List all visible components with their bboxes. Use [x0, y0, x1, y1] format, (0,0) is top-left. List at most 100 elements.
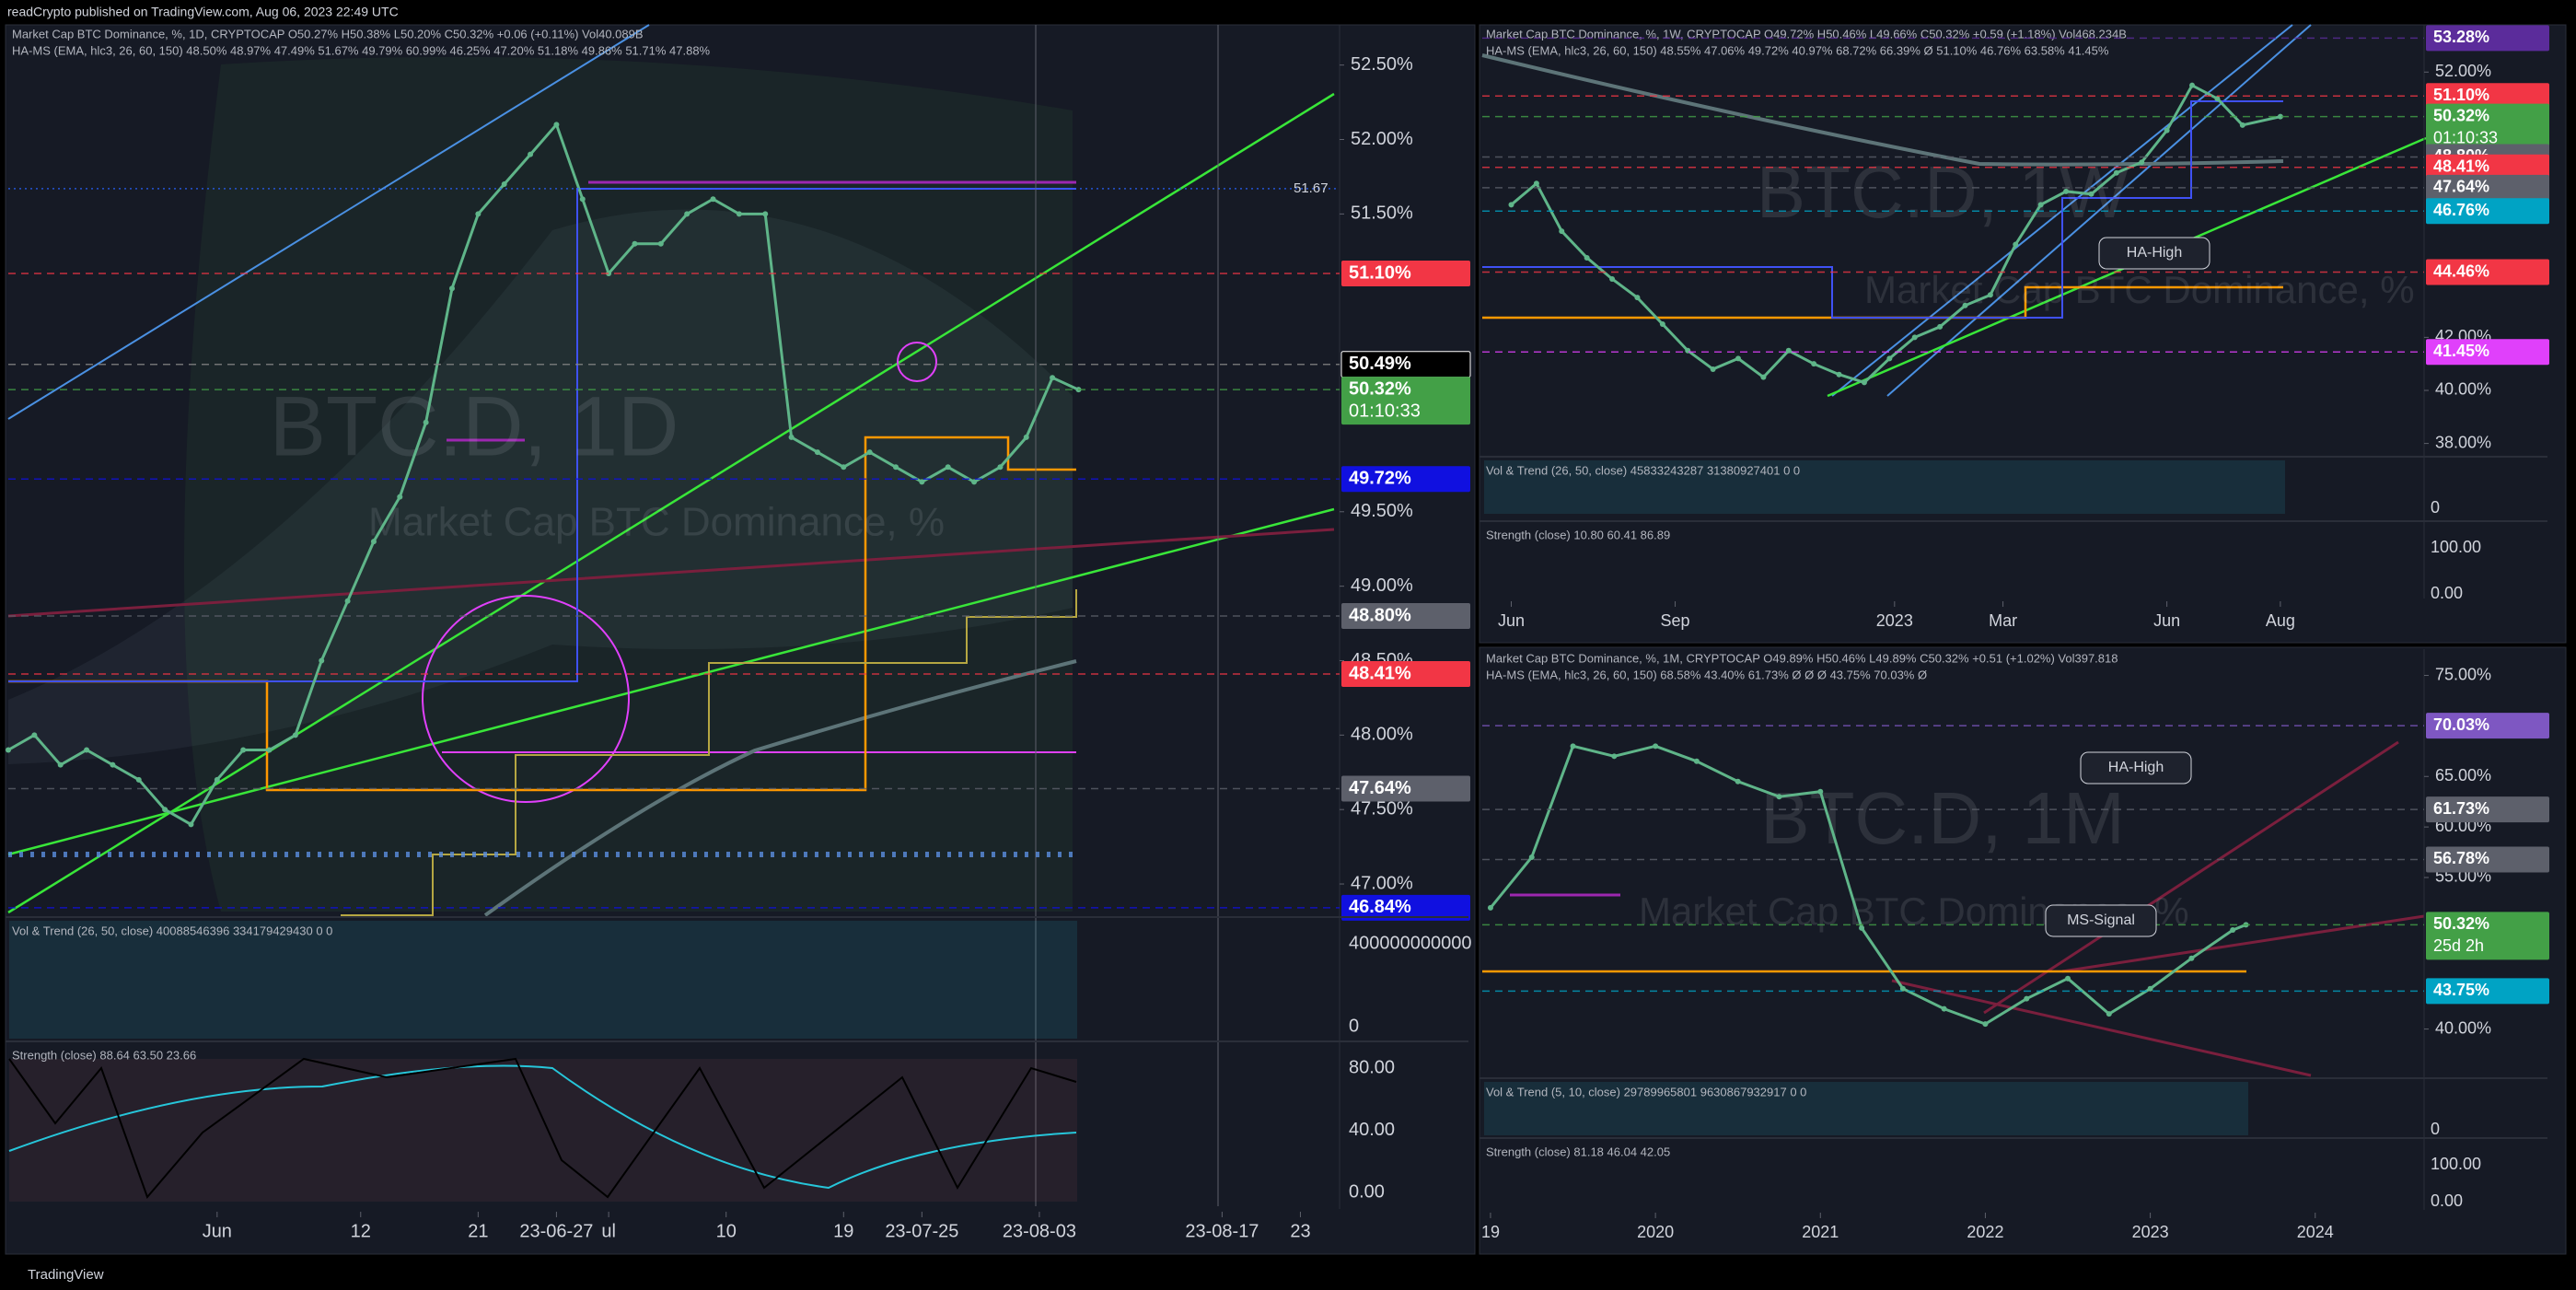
price-point: [188, 821, 194, 828]
pane-tick-label: 0.00: [2431, 1191, 2463, 1210]
pane-tick-label: 0: [1349, 1016, 1359, 1036]
price-point: [1570, 743, 1576, 750]
price-point: [1611, 753, 1618, 760]
price-point: [1609, 275, 1616, 282]
vol-bg: [1484, 1082, 2248, 1135]
y-tick-label: 52.50%: [1351, 54, 1413, 75]
price-point: [1659, 320, 1665, 327]
price-point: [423, 419, 429, 425]
price-point: [1982, 1021, 1989, 1028]
x-tick-label: 21: [468, 1221, 488, 1241]
watermark-subtitle: Market Cap BTC Dominance, %: [1864, 268, 2415, 311]
pane-tick-label: 100.00: [2431, 538, 2481, 556]
x-tick-label: 23: [1290, 1221, 1310, 1241]
price-point: [1710, 366, 1716, 372]
x-tick-label: ul: [601, 1221, 616, 1241]
price-tag: [1341, 377, 1470, 425]
price-point: [110, 761, 116, 768]
pane-tick-label: 0: [2431, 1120, 2440, 1138]
x-tick-label: 23-08-03: [1003, 1221, 1076, 1241]
vol-bg: [1484, 460, 2285, 514]
pane-tick-label: 40.00: [1349, 1120, 1395, 1140]
price-tag: [1341, 602, 1470, 629]
price-point: [893, 464, 899, 471]
price-point: [6, 747, 11, 753]
price-tag-label: 50.32%: [1349, 378, 1411, 399]
price-point: [866, 449, 873, 456]
vol-bg: [9, 921, 1077, 1039]
price-tag: [2426, 103, 2549, 152]
price-point: [2188, 955, 2195, 961]
step-line: [1482, 100, 2283, 319]
x-tick-label: 2022: [1967, 1223, 2003, 1241]
price-tag: [2426, 978, 2549, 1005]
price-point: [1533, 180, 1539, 187]
price-tag: [1341, 661, 1470, 688]
trend-line: [7, 24, 650, 420]
price-tag-sublabel: 25d 2h: [2433, 936, 2484, 955]
annotation: MS-Signal: [2067, 912, 2135, 928]
footer-brand: TradingView: [28, 1267, 104, 1283]
price-point: [814, 449, 820, 456]
price-tag-label: 53.28%: [2433, 28, 2489, 46]
price-tag: [1341, 466, 1470, 493]
price-point: [214, 776, 220, 783]
pane-title: Strength (close) 88.64 63.50 23.66: [12, 1048, 196, 1062]
x-tick-label: 10: [716, 1221, 737, 1241]
price-point: [1735, 355, 1742, 362]
x-tick-label: 23-08-17: [1185, 1221, 1259, 1241]
y-tick-label: 47.50%: [1351, 798, 1413, 819]
strength-line: [8, 1064, 1077, 1190]
y-tick-label: 49.50%: [1351, 501, 1413, 521]
price-tag: [2426, 259, 2549, 285]
step-line: [1482, 285, 2283, 320]
price-point: [2139, 159, 2145, 166]
price-point: [1886, 355, 1893, 362]
x-tick-label: 19: [1481, 1223, 1500, 1241]
pane-tick-label: 80.00: [1349, 1057, 1395, 1077]
pane-tick-label: 0.00: [1349, 1181, 1385, 1202]
price-tag-label: 51.67: [1294, 180, 1329, 196]
price-tag: [1341, 775, 1470, 802]
price-point: [553, 122, 560, 128]
watermark-subtitle: Market Cap BTC Dominance, %: [368, 500, 945, 545]
x-tick-label: 2023: [2132, 1223, 2169, 1241]
price-point: [501, 181, 507, 188]
price-point: [1023, 434, 1029, 440]
price-point: [606, 271, 612, 277]
price-point: [240, 747, 247, 753]
price-point: [2164, 127, 2170, 134]
price-tag: [2426, 846, 2549, 873]
price-line: [7, 122, 1080, 827]
price-point: [2063, 188, 2070, 194]
price-tag-sublabel: 01:10:33: [1349, 401, 1421, 421]
y-tick-label: 75.00%: [2435, 665, 2491, 683]
trend-line: [1891, 979, 2312, 1077]
trend-line: [1983, 740, 2399, 1015]
price-point: [1785, 347, 1792, 354]
price-line: [1489, 744, 2247, 1026]
ma-line: [1481, 53, 2284, 167]
legend-indicator: HA-MS (EMA, hlc3, 26, 60, 150) 48.50% 48…: [12, 43, 711, 57]
monthly-panel: [1479, 646, 2567, 1255]
price-point: [710, 196, 716, 203]
price-point: [971, 479, 978, 485]
price-point: [1962, 302, 1968, 308]
price-point: [31, 732, 38, 738]
price-point: [57, 761, 64, 768]
price-point: [1487, 904, 1493, 911]
price-tag-label: 46.84%: [1349, 897, 1411, 917]
price-point: [2277, 113, 2283, 120]
pane-tick-label: 400000000000: [1349, 933, 1471, 953]
price-point: [1937, 323, 1944, 330]
x-tick-label: 2024: [2297, 1223, 2334, 1241]
price-tag-label: 56.78%: [2433, 849, 2489, 867]
price-tag-label: 47.64%: [2433, 178, 2489, 196]
pane-title: Strength (close) 10.80 60.41 86.89: [1486, 528, 1670, 541]
price-tag: [1341, 261, 1470, 287]
x-tick-label: 2021: [1802, 1223, 1839, 1241]
y-tick-label: 49.00%: [1351, 575, 1413, 596]
x-tick-label: Jun: [203, 1221, 232, 1241]
price-tag-label: 41.45%: [2433, 342, 2489, 360]
